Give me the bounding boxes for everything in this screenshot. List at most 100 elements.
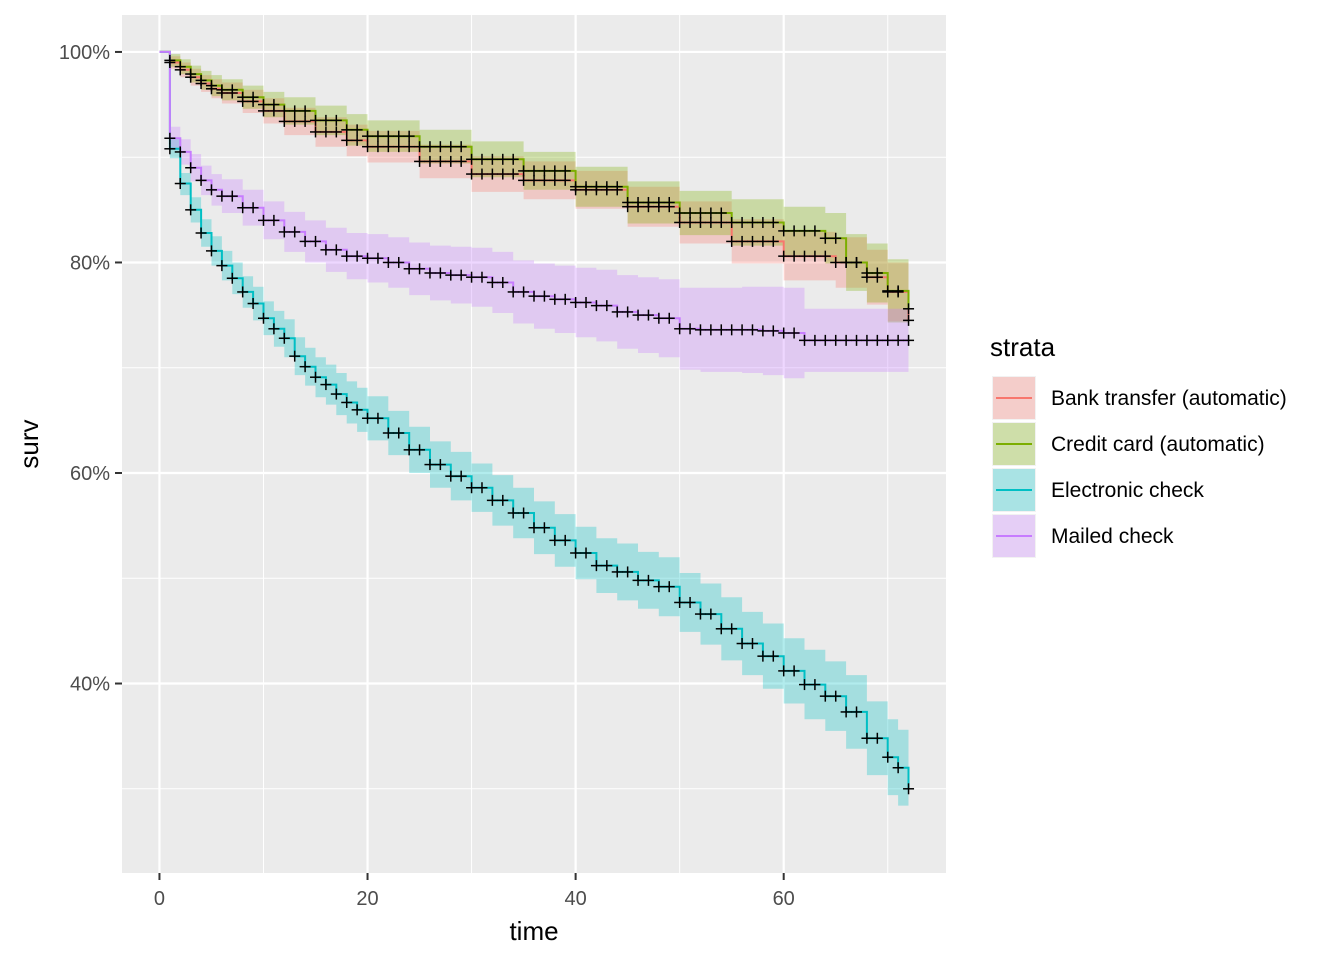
censor-mark-mailed-check <box>809 334 821 346</box>
censor-mark-mailed-check <box>538 290 550 302</box>
censor-mark-credit-card-automatic <box>653 196 665 208</box>
censor-mark-electronic-check <box>299 361 311 373</box>
censor-mark-mailed-check <box>362 252 374 264</box>
legend: strata Bank transfer (automatic) Credit c… <box>990 332 1287 558</box>
censor-mark-bank-transfer-automatic <box>362 141 374 153</box>
censor-mark-electronic-check <box>851 706 863 718</box>
censor-mark-credit-card-automatic <box>663 196 675 208</box>
censor-mark-mailed-check <box>205 184 217 196</box>
censor-mark-electronic-check <box>205 245 217 257</box>
censor-mark-credit-card-automatic <box>642 196 654 208</box>
censor-mark-bank-transfer-automatic <box>299 115 311 127</box>
censor-mark-credit-card-automatic <box>414 141 426 153</box>
censor-mark-credit-card-automatic <box>205 80 217 92</box>
censor-mark-bank-transfer-automatic <box>684 216 696 228</box>
censor-mark-bank-transfer-automatic <box>549 174 561 186</box>
censor-mark-credit-card-automatic <box>674 207 686 219</box>
censor-mark-electronic-check <box>809 679 821 691</box>
censor-mark-electronic-check <box>341 396 353 408</box>
censor-mark-credit-card-automatic <box>476 153 488 165</box>
censor-mark-electronic-check <box>403 444 415 456</box>
censor-mark-electronic-check <box>445 470 457 482</box>
censor-mark-electronic-check <box>257 312 269 324</box>
censor-mark-bank-transfer-automatic <box>320 126 332 138</box>
censor-mark-electronic-check <box>216 260 228 272</box>
censor-mark-bank-transfer-automatic <box>830 256 842 268</box>
censor-mark-mailed-check <box>861 334 873 346</box>
censor-mark-credit-card-automatic <box>424 141 436 153</box>
censor-mark-electronic-check <box>871 732 883 744</box>
censor-mark-electronic-check <box>861 732 873 744</box>
censor-mark-bank-transfer-automatic <box>341 134 353 146</box>
censor-mark-bank-transfer-automatic <box>538 174 550 186</box>
censor-mark-electronic-check <box>622 566 634 578</box>
censor-mark-credit-card-automatic <box>174 61 186 73</box>
censor-mark-mailed-check <box>840 334 852 346</box>
censor-mark-mailed-check <box>185 162 197 174</box>
censor-mark-electronic-check <box>819 690 831 702</box>
censor-mark-electronic-check <box>185 204 197 216</box>
y-axis-title: surv <box>14 419 44 468</box>
censor-mark-electronic-check <box>684 596 696 608</box>
censor-mark-credit-card-automatic <box>632 196 644 208</box>
censor-mark-mailed-check <box>528 290 540 302</box>
censor-mark-electronic-check <box>362 412 374 424</box>
censor-mark-mailed-check <box>746 324 758 336</box>
censor-mark-bank-transfer-automatic <box>715 216 727 228</box>
censor-mark-bank-transfer-automatic <box>778 250 790 262</box>
censor-mark-electronic-check <box>310 371 322 383</box>
censor-mark-mailed-check <box>310 235 322 247</box>
censor-mark-electronic-check <box>414 444 426 456</box>
censor-mark-mailed-check <box>445 269 457 281</box>
censor-mark-credit-card-automatic <box>580 181 592 193</box>
censor-mark-credit-card-automatic <box>382 130 394 142</box>
censor-mark-electronic-check <box>549 534 561 546</box>
censor-mark-mailed-check <box>590 300 602 312</box>
censor-mark-credit-card-automatic <box>341 124 353 136</box>
x-tick-label: 40 <box>564 888 586 910</box>
censor-mark-electronic-check <box>320 379 332 391</box>
legend-item-credit-card-automatic: Credit card (automatic) <box>992 422 1265 466</box>
censor-mark-credit-card-automatic <box>164 54 176 66</box>
censor-mark-bank-transfer-automatic <box>466 168 478 180</box>
censor-mark-electronic-check <box>424 459 436 471</box>
censor-mark-mailed-check <box>393 256 405 268</box>
censor-mark-credit-card-automatic <box>257 99 269 111</box>
censor-mark-electronic-check <box>518 507 530 519</box>
censor-mark-mailed-check <box>289 226 301 238</box>
censor-mark-electronic-check <box>538 522 550 534</box>
censor-mark-electronic-check <box>882 751 894 763</box>
censor-mark-bank-transfer-automatic <box>819 250 831 262</box>
censor-mark-credit-card-automatic <box>570 181 582 193</box>
censor-mark-credit-card-automatic <box>195 74 207 86</box>
censor-mark-credit-card-automatic <box>746 216 758 228</box>
censor-mark-mailed-check <box>767 325 779 337</box>
censor-mark-credit-card-automatic <box>320 114 332 126</box>
censor-mark-electronic-check <box>247 298 259 310</box>
censor-mark-electronic-check <box>580 547 592 559</box>
censor-mark-mailed-check <box>903 334 915 346</box>
censor-mark-electronic-check <box>455 470 467 482</box>
censor-mark-mailed-check <box>507 286 519 298</box>
censor-mark-electronic-check <box>330 388 342 400</box>
censor-mark-mailed-check <box>466 271 478 283</box>
censor-mark-electronic-check <box>507 507 519 519</box>
censor-mark-mailed-check <box>705 324 717 336</box>
censor-mark-electronic-check <box>174 178 186 190</box>
x-tick-label: 20 <box>356 888 378 910</box>
censor-mark-credit-card-automatic <box>528 165 540 177</box>
censor-mark-mailed-check <box>694 324 706 336</box>
censor-mark-credit-card-automatic <box>268 99 280 111</box>
censor-mark-bank-transfer-automatic <box>799 250 811 262</box>
censor-mark-mailed-check <box>819 334 831 346</box>
censor-mark-mailed-check <box>455 269 467 281</box>
censor-mark-bank-transfer-automatic <box>694 216 706 228</box>
legend-label: Bank transfer (automatic) <box>1051 387 1287 410</box>
censor-mark-electronic-check <box>268 323 280 335</box>
censor-mark-electronic-check <box>195 227 207 239</box>
x-axis-title: time <box>509 916 558 946</box>
censor-mark-mailed-check <box>674 323 686 335</box>
censor-mark-electronic-check <box>278 332 290 344</box>
censor-mark-bank-transfer-automatic <box>518 174 530 186</box>
